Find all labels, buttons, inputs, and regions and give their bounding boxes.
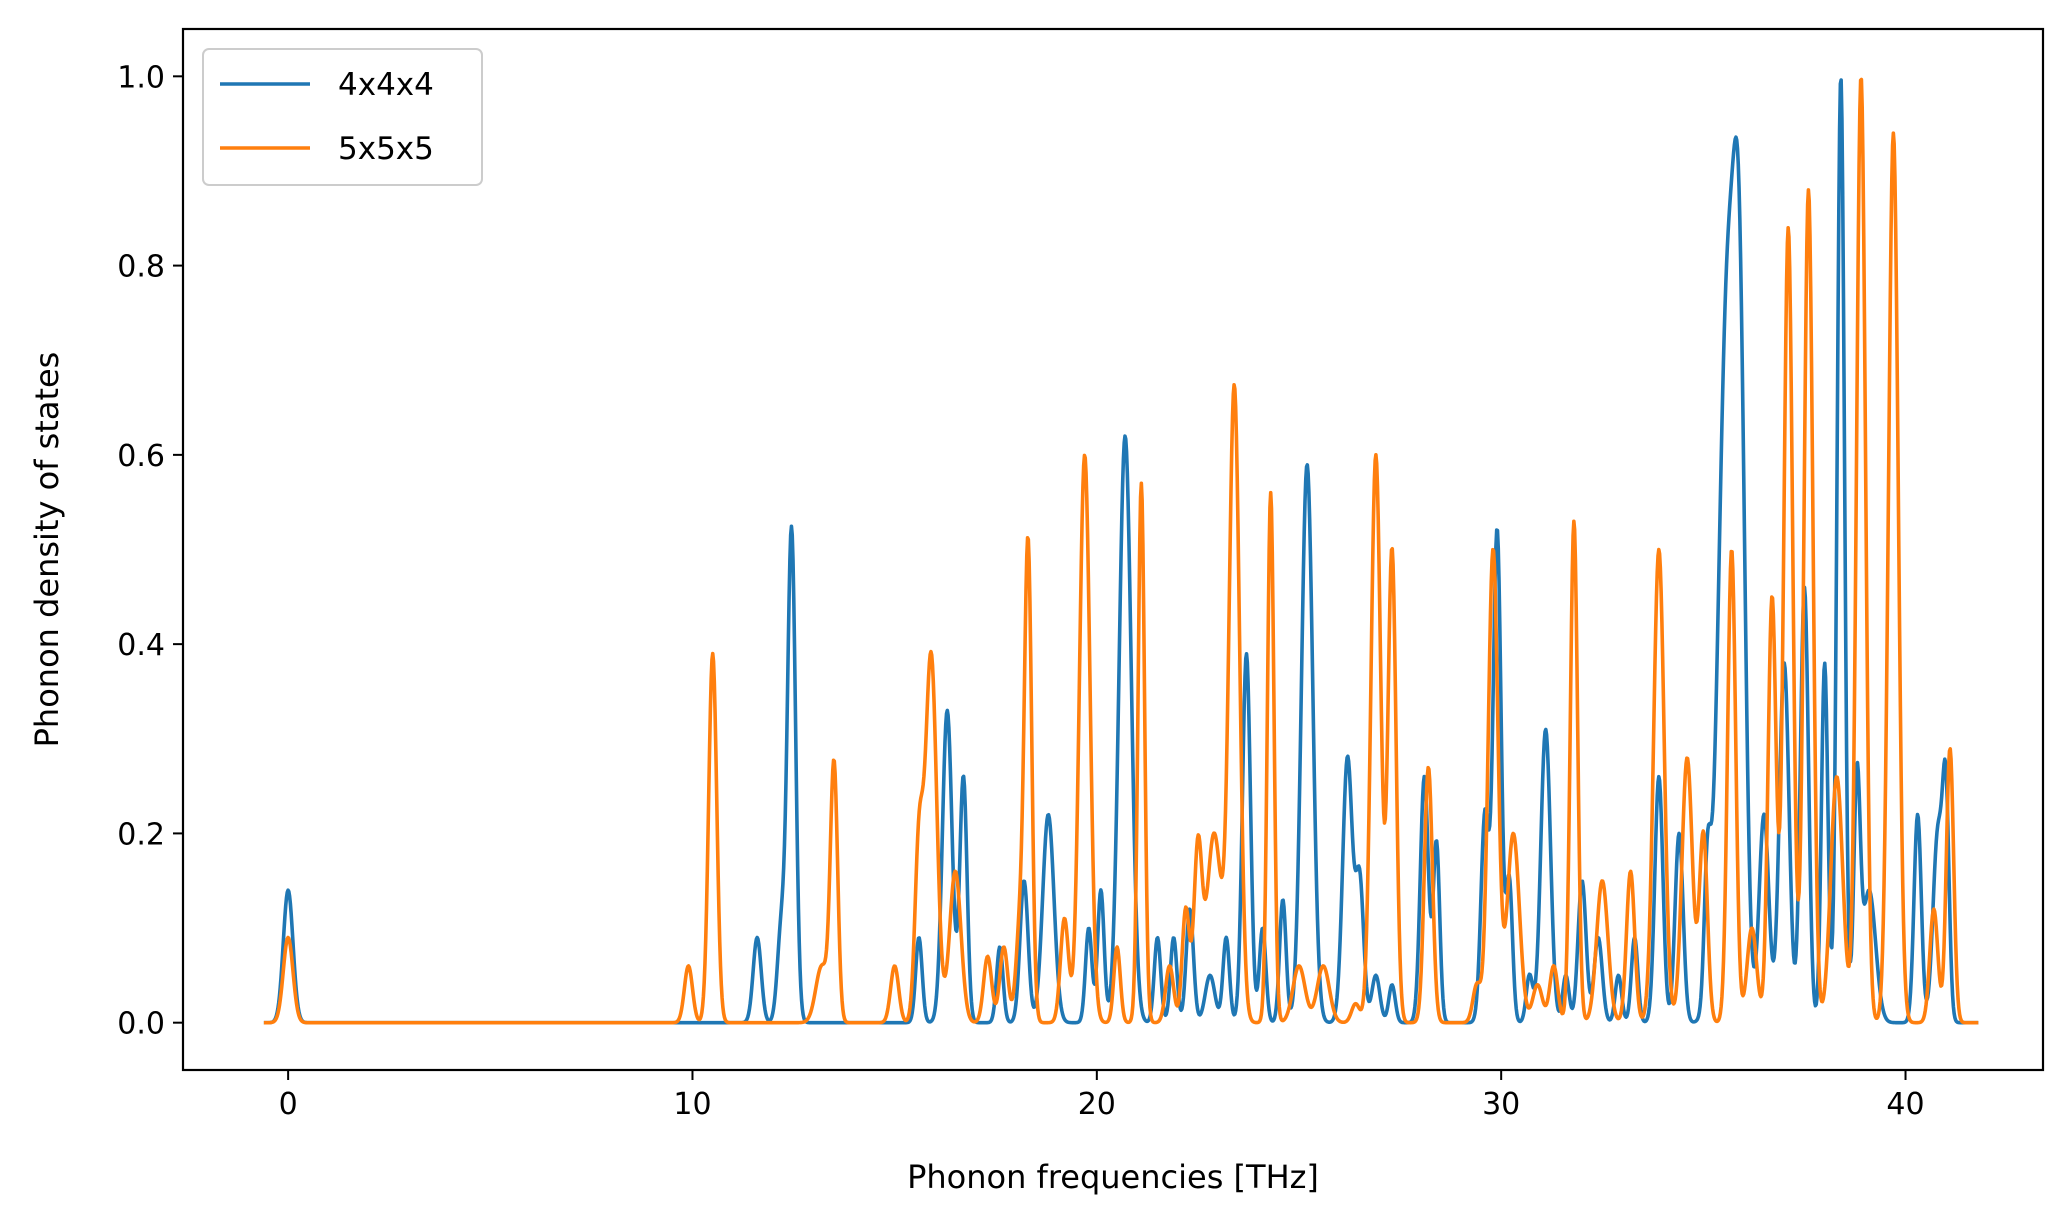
- x-axis-label: Phonon frequencies [THz]: [907, 1158, 1319, 1196]
- legend: 4x4x4 5x5x5: [202, 48, 483, 186]
- x-tick-label: 0: [279, 1087, 298, 1122]
- legend-entry-label: 4x4x4: [338, 67, 434, 103]
- y-tick-label: 0.4: [117, 628, 165, 663]
- legend-entry-label: 5x5x5: [338, 131, 434, 167]
- y-tick-label: 0.2: [117, 817, 165, 852]
- ticks-layer: 0 10 20 30 40 0.0 0.2 0.4 0.6 0.8 1.0: [117, 60, 1924, 1122]
- plot-frame: [181, 27, 2045, 1072]
- series-line-5x5x5: [262, 77, 1980, 1025]
- x-tick-label: 10: [673, 1087, 711, 1122]
- x-tick-label: 20: [1078, 1087, 1116, 1122]
- y-tick-label: 0.6: [117, 439, 165, 474]
- series-layer: [262, 77, 1980, 1025]
- x-tick-label: 40: [1886, 1087, 1924, 1122]
- y-axis-label: Phonon density of states: [28, 352, 66, 748]
- y-tick-label: 1.0: [117, 60, 165, 95]
- x-tick-label: 30: [1482, 1087, 1520, 1122]
- y-tick-label: 0.0: [117, 1007, 165, 1042]
- y-tick-label: 0.8: [117, 250, 165, 285]
